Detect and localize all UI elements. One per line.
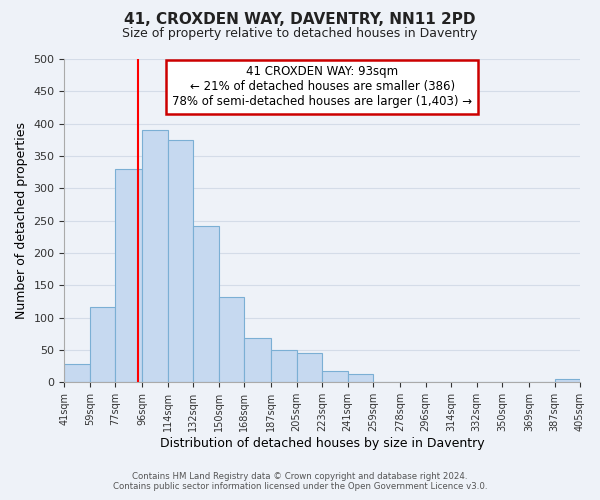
Bar <box>64 364 90 382</box>
Bar <box>322 370 347 382</box>
Text: Contains HM Land Registry data © Crown copyright and database right 2024.
Contai: Contains HM Land Registry data © Crown c… <box>113 472 487 491</box>
Bar <box>219 297 244 382</box>
Bar <box>244 338 271 382</box>
Bar <box>115 169 142 382</box>
Bar <box>347 374 373 382</box>
Bar <box>554 379 580 382</box>
Text: 41 CROXDEN WAY: 93sqm
← 21% of detached houses are smaller (386)
78% of semi-det: 41 CROXDEN WAY: 93sqm ← 21% of detached … <box>172 66 472 108</box>
Y-axis label: Number of detached properties: Number of detached properties <box>15 122 28 319</box>
Bar <box>168 140 193 382</box>
Bar <box>142 130 168 382</box>
Bar <box>193 226 219 382</box>
X-axis label: Distribution of detached houses by size in Daventry: Distribution of detached houses by size … <box>160 437 485 450</box>
Text: Size of property relative to detached houses in Daventry: Size of property relative to detached ho… <box>122 28 478 40</box>
Bar <box>271 350 297 382</box>
Bar <box>297 352 322 382</box>
Text: 41, CROXDEN WAY, DAVENTRY, NN11 2PD: 41, CROXDEN WAY, DAVENTRY, NN11 2PD <box>124 12 476 28</box>
Bar <box>90 306 115 382</box>
